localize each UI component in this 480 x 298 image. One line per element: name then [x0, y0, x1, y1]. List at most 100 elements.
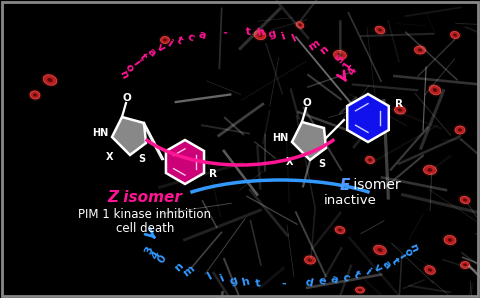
- Polygon shape: [292, 122, 326, 160]
- Ellipse shape: [30, 91, 40, 99]
- Text: S: S: [138, 154, 145, 164]
- Text: cell death: cell death: [116, 223, 174, 235]
- Text: t: t: [255, 278, 262, 289]
- Text: g: g: [267, 29, 277, 40]
- Ellipse shape: [304, 256, 315, 264]
- Text: e: e: [317, 276, 327, 287]
- Text: 4: 4: [347, 65, 360, 77]
- Text: t: t: [138, 52, 149, 63]
- Ellipse shape: [451, 31, 459, 38]
- Text: v: v: [371, 263, 383, 275]
- Ellipse shape: [415, 46, 425, 54]
- Text: O: O: [122, 93, 132, 103]
- Ellipse shape: [442, 233, 458, 246]
- Text: i: i: [166, 39, 174, 49]
- Ellipse shape: [425, 266, 435, 274]
- Text: t: t: [389, 256, 400, 266]
- Ellipse shape: [458, 260, 471, 271]
- Ellipse shape: [364, 154, 376, 166]
- Ellipse shape: [423, 165, 436, 175]
- Text: h: h: [240, 277, 251, 288]
- Ellipse shape: [449, 30, 461, 41]
- Ellipse shape: [444, 235, 456, 245]
- Ellipse shape: [294, 20, 306, 30]
- Text: h: h: [255, 27, 265, 38]
- Ellipse shape: [302, 254, 317, 266]
- Ellipse shape: [458, 194, 472, 206]
- Text: isomer: isomer: [349, 178, 401, 192]
- Ellipse shape: [373, 24, 387, 36]
- Ellipse shape: [333, 224, 347, 236]
- Text: o: o: [402, 246, 414, 257]
- Ellipse shape: [338, 229, 342, 232]
- Ellipse shape: [296, 22, 304, 28]
- Text: R: R: [209, 169, 217, 179]
- Text: HN: HN: [272, 133, 288, 143]
- Text: t: t: [245, 27, 252, 37]
- Ellipse shape: [463, 198, 467, 201]
- Ellipse shape: [453, 124, 467, 136]
- Text: i: i: [280, 31, 287, 42]
- Polygon shape: [166, 140, 204, 184]
- Text: c: c: [186, 32, 196, 44]
- Ellipse shape: [372, 243, 388, 257]
- Ellipse shape: [252, 28, 268, 42]
- Text: 1: 1: [341, 59, 353, 71]
- Text: m: m: [181, 263, 196, 278]
- Ellipse shape: [299, 24, 301, 26]
- Text: 4: 4: [149, 249, 162, 260]
- Ellipse shape: [393, 104, 408, 116]
- Text: Z isomer: Z isomer: [108, 190, 182, 206]
- Ellipse shape: [160, 36, 169, 44]
- Text: d: d: [304, 277, 314, 288]
- Ellipse shape: [460, 262, 469, 268]
- Text: X: X: [286, 157, 294, 167]
- Ellipse shape: [335, 226, 345, 234]
- Ellipse shape: [377, 248, 383, 252]
- Text: -: -: [222, 27, 228, 38]
- Text: i: i: [217, 274, 225, 284]
- Ellipse shape: [43, 75, 57, 85]
- Ellipse shape: [254, 30, 266, 40]
- Ellipse shape: [332, 49, 348, 62]
- Ellipse shape: [432, 88, 437, 92]
- Text: v: v: [154, 42, 166, 54]
- Ellipse shape: [427, 83, 443, 97]
- Text: HN: HN: [92, 128, 108, 138]
- Text: a: a: [145, 46, 157, 58]
- Text: l: l: [290, 33, 298, 44]
- Ellipse shape: [258, 33, 263, 37]
- Ellipse shape: [48, 78, 53, 82]
- Text: -: -: [281, 279, 286, 289]
- Text: X: X: [106, 152, 114, 162]
- Text: a: a: [380, 259, 393, 271]
- Text: t: t: [352, 269, 361, 280]
- Ellipse shape: [395, 106, 406, 114]
- Ellipse shape: [458, 128, 462, 132]
- Text: t: t: [175, 35, 185, 46]
- Ellipse shape: [353, 285, 367, 295]
- Ellipse shape: [366, 156, 374, 164]
- Ellipse shape: [418, 48, 422, 52]
- Ellipse shape: [378, 29, 382, 32]
- Ellipse shape: [463, 264, 467, 266]
- Text: n: n: [118, 69, 130, 80]
- Text: R: R: [395, 99, 403, 109]
- Ellipse shape: [412, 44, 428, 56]
- Polygon shape: [347, 94, 389, 142]
- Text: i: i: [396, 252, 407, 261]
- Ellipse shape: [448, 238, 452, 242]
- Text: 0: 0: [156, 253, 168, 265]
- Text: n: n: [408, 242, 420, 253]
- Ellipse shape: [337, 53, 343, 57]
- Text: n: n: [173, 261, 185, 273]
- Ellipse shape: [33, 93, 37, 97]
- Ellipse shape: [427, 168, 432, 172]
- Text: i: i: [131, 58, 141, 67]
- Ellipse shape: [455, 126, 465, 134]
- Text: O: O: [302, 98, 312, 108]
- Ellipse shape: [428, 268, 432, 272]
- Text: a: a: [197, 30, 207, 41]
- Text: PIM 1 kinase inhibition: PIM 1 kinase inhibition: [79, 209, 212, 221]
- Text: E: E: [340, 178, 350, 193]
